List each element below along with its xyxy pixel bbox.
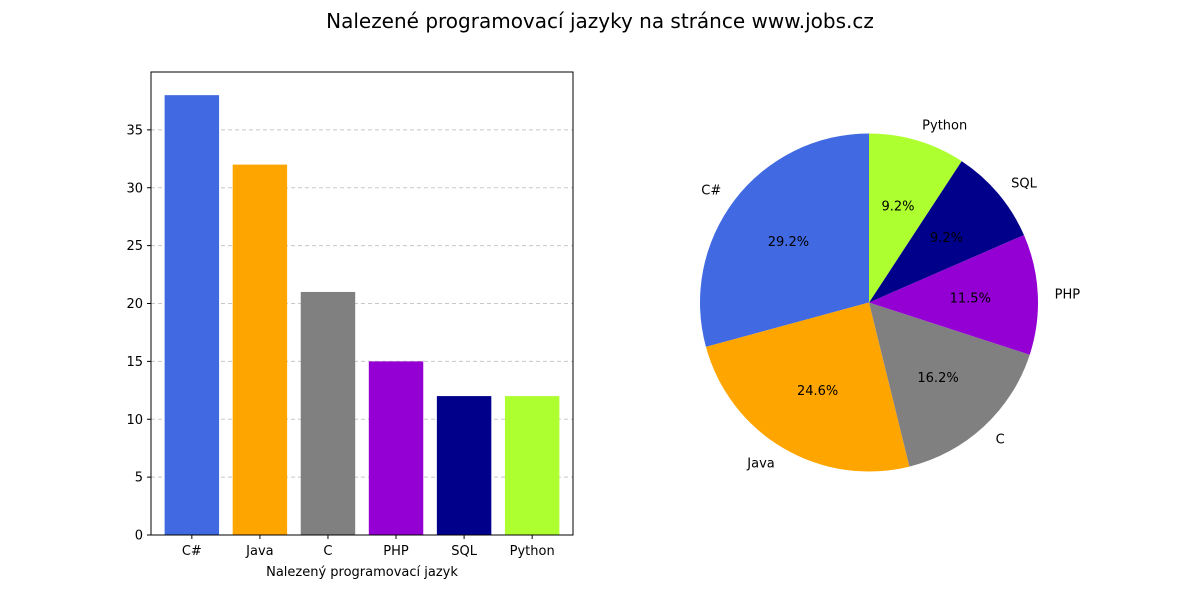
x-tick-label-sql: SQL	[451, 544, 477, 559]
bar-python	[504, 396, 560, 535]
y-tick-label: 20	[126, 297, 143, 312]
pie-percent-python: 9.2%	[881, 199, 914, 214]
pie-slice-php	[869, 235, 1038, 355]
y-tick-label: 0	[135, 529, 143, 544]
pie-percent-c-sharp: 29.2%	[768, 235, 809, 250]
pie-slice-python	[869, 133, 962, 303]
pie-percent-php: 11.5%	[950, 292, 991, 307]
pie-percent-c: 16.2%	[917, 371, 958, 386]
x-axis-label: Nalezený programovací jazyk	[266, 565, 458, 580]
pie-slice-c-sharp	[700, 133, 869, 347]
pie-percent-sql: 9.2%	[930, 231, 963, 246]
pie-label-python: Python	[922, 118, 967, 133]
y-tick-label: 30	[126, 181, 143, 196]
x-tick-label-php: PHP	[383, 544, 409, 559]
bar-java	[232, 164, 288, 535]
pie-label-c-sharp: C#	[701, 184, 721, 199]
bar-chart-panel: 0 5 10 15 20 25 30 35 C# Java C PHP SQL Python Nalezen…	[126, 71, 574, 580]
x-tick-label-java: Java	[245, 544, 273, 559]
bar-sql	[436, 396, 492, 535]
y-tick-label: 35	[126, 123, 143, 138]
bar-c	[300, 291, 356, 535]
pie-percent-java: 24.6%	[797, 384, 838, 399]
pie-slice-java	[705, 302, 910, 472]
x-tick-label-c: C	[323, 544, 332, 559]
chart-title: Nalezené programovací jazyky na stránce …	[326, 9, 874, 33]
pie-label-sql: SQL	[1011, 177, 1037, 192]
pie-label-java: Java	[746, 457, 774, 472]
pie-label-php: PHP	[1055, 288, 1081, 303]
bar-c-sharp	[164, 95, 220, 536]
bar-php	[368, 361, 424, 535]
x-tick-label-python: Python	[510, 544, 555, 559]
y-tick-label: 25	[126, 239, 143, 254]
pie-chart-panel: C# 29.2% Java 24.6% C 16.2% PHP 11.5% SQL 9.2% Pyt…	[700, 118, 1081, 472]
y-tick-label: 10	[126, 413, 143, 428]
y-tick-label: 5	[135, 471, 143, 486]
pie-slice-c	[869, 302, 1030, 467]
pie-slice-sql	[869, 161, 1024, 303]
y-tick-label: 15	[126, 355, 143, 370]
x-tick-label-c-sharp: C#	[182, 544, 202, 559]
pie-label-c: C	[996, 433, 1005, 448]
